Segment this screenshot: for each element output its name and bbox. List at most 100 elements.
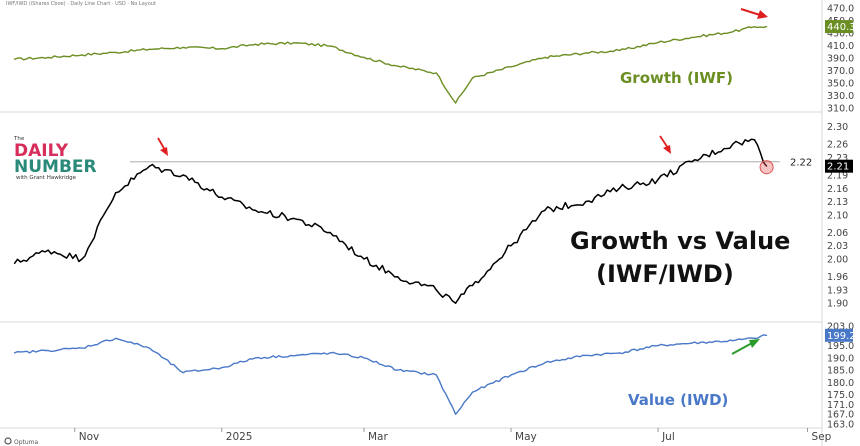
ratio-y-tick: 1.93 — [827, 285, 848, 296]
daily-number-logo: The DAILY NUMBER with Grant Hawkridge — [13, 136, 97, 181]
growth-data-point — [81, 54, 83, 56]
ratio-y-tick: 2.16 — [827, 184, 848, 195]
value-y-tick: 163.0 — [827, 420, 854, 431]
logo-word-number: NUMBER — [14, 157, 97, 177]
growth-data-point — [510, 66, 512, 68]
ratio-data-point — [182, 174, 184, 176]
value-last-value-box — [825, 328, 853, 342]
value-data-point — [329, 352, 331, 354]
ratio-data-point — [254, 209, 257, 211]
growth-y-tick: 390.0 — [827, 54, 854, 65]
ratio-data-point — [397, 276, 399, 278]
ratio-title-line2: (IWF/IWD) — [596, 260, 734, 288]
ratio-data-point — [115, 192, 117, 194]
growth-series-line — [14, 25, 767, 104]
growth-y-tick: 310.0 — [827, 104, 854, 115]
growth-data-point — [363, 56, 365, 59]
value-data-point — [81, 347, 83, 349]
value-data-point — [115, 337, 117, 339]
value-y-tick: 167.0 — [827, 410, 854, 421]
panel-frames — [0, 0, 823, 446]
ratio-data-point — [510, 245, 512, 247]
growth-data-point — [618, 49, 621, 52]
ratio-y-tick: 2.23 — [827, 153, 848, 164]
value-data-point — [13, 352, 16, 354]
x-tick-label: May — [515, 431, 537, 443]
value-data-point — [363, 357, 365, 359]
logo-word-daily: DAILY — [14, 141, 69, 161]
red-arrow-ratio-peak1 — [157, 137, 168, 156]
growth-data-point — [691, 36, 693, 39]
ratio-data-point — [148, 165, 151, 167]
breakdown-circle — [759, 160, 774, 175]
value-data-point — [148, 347, 151, 349]
reference-level-label: 2.22 — [790, 157, 812, 168]
ratio-last-value-box — [825, 159, 853, 173]
green-arrow-value — [731, 339, 760, 355]
ratio-y-tick: 2.13 — [827, 197, 848, 208]
growth-y-tick: 470.0 — [827, 4, 854, 15]
value-data-point — [732, 340, 734, 342]
ratio-data-point — [544, 209, 546, 211]
x-tick-label: 2025 — [226, 431, 253, 443]
value-data-point — [435, 374, 437, 376]
ratio-data-point — [221, 196, 223, 198]
value-data-point — [753, 337, 756, 339]
x-axis: Nov 2025 Mar May Jul Sep — [74, 428, 832, 443]
growth-data-point — [182, 46, 184, 49]
value-series-line — [14, 334, 767, 415]
value-data-point — [510, 374, 512, 376]
value-data-point — [544, 362, 546, 364]
x-tick-label: Jul — [661, 431, 675, 443]
value-data-point — [47, 349, 49, 352]
growth-data-point — [455, 102, 457, 104]
growth-data-point — [115, 51, 117, 54]
growth-data-point — [329, 45, 331, 47]
growth-y-tick: 430.0 — [827, 29, 854, 40]
growth-y-tick: 350.0 — [827, 79, 854, 90]
ratio-y-tick: 1.96 — [827, 272, 848, 283]
value-data-point — [691, 342, 693, 344]
value-data-point — [618, 352, 621, 354]
ratio-y-tick: 2.10 — [827, 210, 848, 221]
growth-data-point — [753, 26, 756, 28]
ratio-data-point — [435, 289, 437, 291]
growth-label: Growth (IWF) — [620, 69, 733, 87]
value-y-tick: 180.0 — [827, 378, 854, 389]
ratio-title-line1: Growth vs Value — [570, 227, 790, 255]
red-arrow-ratio-peak2 — [659, 135, 671, 154]
ratio-data-point — [691, 161, 693, 163]
value-data-point — [397, 369, 399, 371]
value-data-point — [182, 372, 184, 374]
value-y-tick: 190.0 — [827, 353, 854, 364]
chart-header-title: IWF/IWD (iShares Cboe) · Daily Line Char… — [6, 1, 156, 7]
ratio-series-line — [13, 138, 768, 304]
value-data-point — [585, 354, 587, 356]
growth-y-tick: 410.0 — [827, 41, 854, 52]
value-data-point — [455, 413, 457, 415]
ratio-data-point — [753, 139, 756, 141]
logo-the: The — [13, 136, 25, 142]
ratio-data-point — [81, 258, 83, 260]
ratio-y-tick: 2.19 — [827, 171, 848, 182]
value-data-point — [657, 345, 659, 347]
growth-data-point — [148, 48, 151, 50]
ratio-y-tick: 2.03 — [827, 241, 848, 252]
value-y-tick: 171.0 — [827, 400, 854, 411]
growth-data-point — [657, 41, 659, 44]
value-y-tick: 195.0 — [827, 341, 854, 352]
ratio-data-point — [47, 249, 49, 251]
ratio-data-point — [618, 187, 621, 189]
ratio-data-point — [732, 143, 734, 145]
value-data-point — [766, 334, 768, 336]
x-tick-label: Mar — [368, 431, 388, 443]
growth-data-point — [732, 31, 734, 33]
ratio-y-tick: 2.30 — [827, 122, 848, 133]
value-data-point — [295, 354, 298, 356]
ratio-data-point — [766, 165, 768, 167]
growth-data-point — [295, 42, 298, 44]
growth-data-point — [254, 43, 257, 45]
value-data-point — [254, 357, 257, 359]
ratio-data-point — [471, 284, 474, 287]
